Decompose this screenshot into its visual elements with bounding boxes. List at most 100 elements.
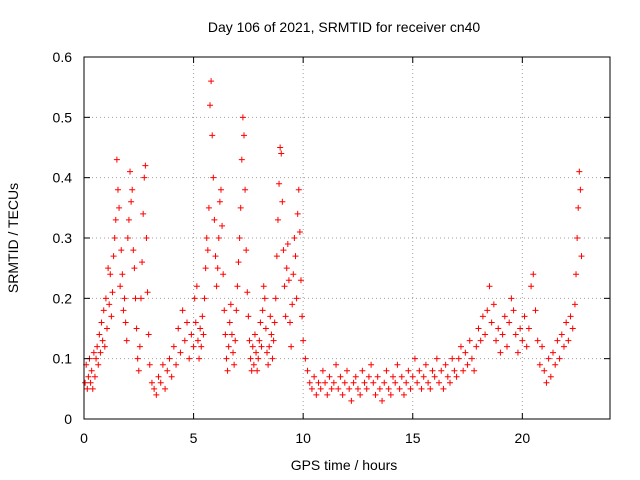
data-point [205,204,212,211]
data-point [569,325,576,332]
data-point [249,343,256,350]
data-point [484,307,491,314]
data-point [409,373,416,380]
data-point [199,313,206,320]
data-point [197,325,204,332]
data-point [227,301,234,308]
data-point [276,180,283,187]
data-point [204,247,211,254]
data-point [215,235,222,241]
data-point [137,295,144,302]
data-point [328,385,335,392]
data-point [313,391,320,398]
data-point [198,343,205,350]
data-point [100,307,107,314]
data-point [297,277,304,284]
y-tick-label: 0.5 [53,109,73,125]
data-point [253,349,260,356]
y-tick-label: 0.4 [53,170,73,186]
data-point [181,337,188,344]
data-point [405,367,412,374]
data-point [157,379,164,386]
data-point [166,355,173,362]
data-point [139,259,146,266]
data-point [93,355,100,362]
x-axis-title: GPS time / hours [291,457,398,473]
data-point [108,313,115,320]
data-point [255,355,262,362]
data-point [479,313,486,320]
data-point [390,373,397,380]
data-point [268,331,275,338]
data-point [250,361,257,368]
data-point [304,367,311,374]
data-point [383,367,390,374]
data-point [418,385,425,392]
data-point [493,337,500,344]
data-point [136,343,143,350]
data-point [578,253,585,260]
data-point [190,343,197,350]
data-point [497,349,504,356]
data-point [444,373,451,380]
data-point [135,367,142,374]
data-point [112,216,119,223]
data-point [495,325,502,332]
data-point [221,307,228,314]
data-point [133,325,140,332]
data-point [246,337,253,344]
data-point [129,186,136,193]
data-point [168,373,175,380]
data-point [501,313,508,320]
data-point [299,313,306,320]
data-point [220,271,227,278]
data-point [117,283,124,290]
data-point [230,349,237,356]
data-point [374,373,381,380]
data-point [521,313,528,320]
data-point [214,265,221,272]
data-point [530,271,537,278]
data-point [575,204,582,211]
data-point [193,283,200,290]
data-point [514,349,521,356]
data-point [558,331,565,338]
data-point [209,132,216,139]
data-point [403,379,410,386]
data-point [270,337,277,344]
data-point [231,361,238,368]
data-point [550,349,557,356]
data-point [394,361,401,368]
data-point [277,144,284,151]
data-point [363,385,370,392]
data-point [284,241,291,248]
data-point [107,271,114,278]
data-point [114,186,121,193]
data-point [201,295,208,302]
data-point [539,343,546,350]
data-point [105,265,112,272]
data-point [422,361,429,368]
y-tick-label: 0.2 [53,290,73,306]
data-point [512,331,519,338]
data-point [361,379,368,386]
data-point [429,367,436,374]
data-point [155,373,162,380]
data-point [385,385,392,392]
data-point [330,379,337,386]
x-tick-label: 15 [405,430,421,446]
data-point [153,391,160,398]
data-point [242,186,249,193]
x-tick-label: 20 [515,430,531,446]
data-point [427,385,434,392]
data-point [113,156,120,163]
data-point [466,337,473,344]
data-point [482,331,489,338]
data-point [251,331,258,338]
data-point [302,355,309,362]
data-point [436,379,443,386]
data-point [488,319,495,326]
data-point [87,379,94,386]
data-point [128,198,135,205]
data-point [471,367,478,374]
